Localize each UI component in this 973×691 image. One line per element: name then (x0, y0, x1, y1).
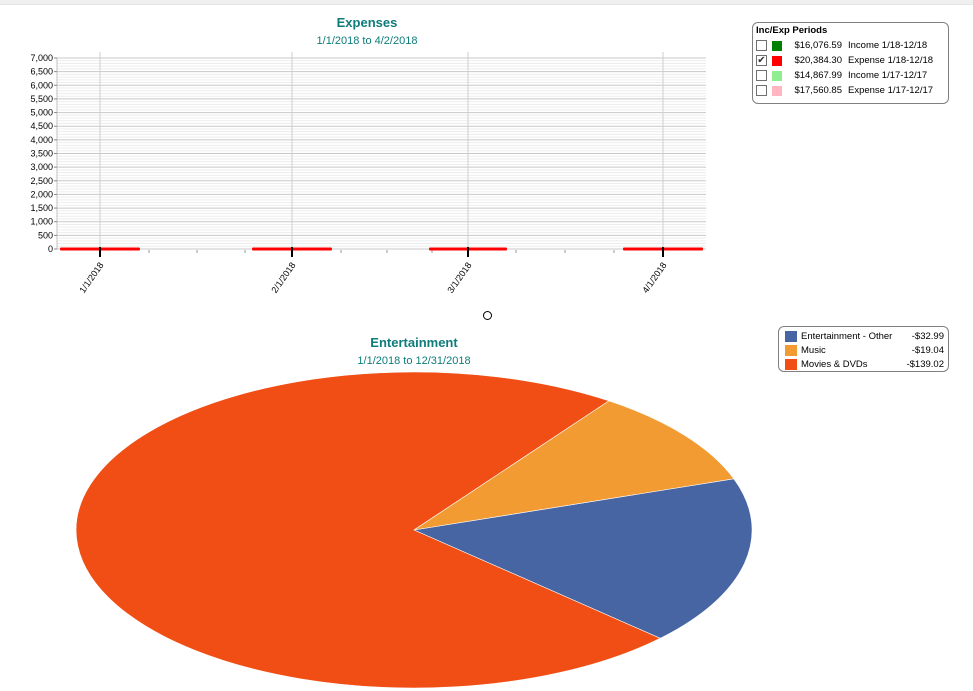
legend-label: Income 1/18-12/18 (848, 40, 928, 51)
pie-slice (413, 400, 735, 531)
y-tick-label: 6,500 (30, 67, 53, 77)
pie-legend-value: -$19.04 (911, 344, 944, 356)
entertainment-chart-title: Entertainment (370, 335, 458, 350)
y-tick-label: 3,000 (30, 162, 53, 172)
expenses-chart-subtitle: 1/1/2018 to 4/2/2018 (316, 35, 418, 47)
checkbox-icon[interactable] (756, 85, 767, 96)
pie-slice (412, 478, 753, 639)
y-tick-label: 5,000 (30, 108, 53, 118)
legend-label: Expense 1/17-12/17 (848, 85, 934, 96)
window-top-strip (0, 0, 973, 5)
inc-exp-legend: Inc/Exp Periods $16,076.59 Income 1/18-12… (752, 22, 949, 104)
y-tick-label: 1,500 (30, 203, 53, 213)
entertainment-legend: Entertainment - Other -$32.99 Music -$19.04… (778, 326, 949, 372)
y-tick-label: 4,500 (30, 121, 53, 131)
y-tick-label: 6,000 (30, 80, 53, 90)
inc-exp-legend-title: Inc/Exp Periods (756, 25, 828, 36)
legend-amount: $17,560.85 (794, 85, 842, 96)
pie-legend-label: Movies & DVDs (801, 358, 868, 370)
y-tick-label: 500 (38, 230, 53, 240)
y-tick-label: 1,000 (30, 217, 53, 227)
legend-entry: $14,867.99 Income 1/17-12/17 (753, 68, 948, 83)
y-tick-label: 2,500 (30, 176, 53, 186)
legend-swatch (772, 55, 782, 66)
entertainment-chart-subtitle: 1/1/2018 to 12/31/2018 (357, 355, 471, 367)
pie-legend-swatch (785, 358, 797, 370)
legend-amount: $14,867.99 (794, 70, 842, 81)
y-tick-label: 3,500 (30, 149, 53, 159)
legend-label: Income 1/17-12/17 (848, 70, 928, 81)
y-tick-label: 2,000 (30, 189, 53, 199)
checked-checkbox-icon[interactable]: ✔ (756, 54, 767, 66)
legend-entry: $17,560.85 Expense 1/17-12/17 (753, 83, 948, 98)
pie-legend-entry: Movies & DVDs -$139.02 (779, 357, 948, 371)
splitter-handle-icon[interactable] (483, 311, 492, 320)
pie-legend-label: Entertainment - Other (801, 330, 893, 342)
legend-swatch (772, 70, 782, 81)
pie-legend-entry: Music -$19.04 (779, 343, 948, 357)
pie-legend-swatch (785, 344, 797, 356)
pie-legend-value: -$32.99 (911, 330, 944, 342)
legend-entry: ✔ $20,384.30 Expense 1/18-12/18 (753, 53, 948, 68)
legend-swatch (772, 40, 782, 51)
y-tick-label: 7,000 (30, 53, 53, 63)
pie-slice (75, 371, 661, 689)
pie-legend-label: Music (801, 344, 826, 356)
legend-swatch (772, 85, 782, 96)
pie-legend-value: -$139.02 (906, 358, 944, 370)
checkbox-icon[interactable] (756, 40, 767, 51)
legend-amount: $20,384.30 (794, 55, 842, 66)
legend-entry: $16,076.59 Income 1/18-12/18 (753, 38, 948, 53)
y-tick-label: 5,500 (30, 94, 53, 104)
pie-legend-swatch (785, 330, 797, 342)
expenses-chart-plot: 0 500 1,000 1,500 2,000 2,500 3,000 3,500 4,000 4… (30, 52, 706, 295)
legend-label: Expense 1/18-12/18 (848, 55, 934, 66)
y-tick-label: 0 (48, 244, 53, 254)
pie-legend-entry: Entertainment - Other -$32.99 (779, 329, 948, 343)
legend-amount: $16,076.59 (794, 40, 842, 51)
checkbox-icon[interactable] (756, 70, 767, 81)
y-tick-label: 4,000 (30, 135, 53, 145)
expenses-chart-title: Expenses (336, 15, 398, 30)
